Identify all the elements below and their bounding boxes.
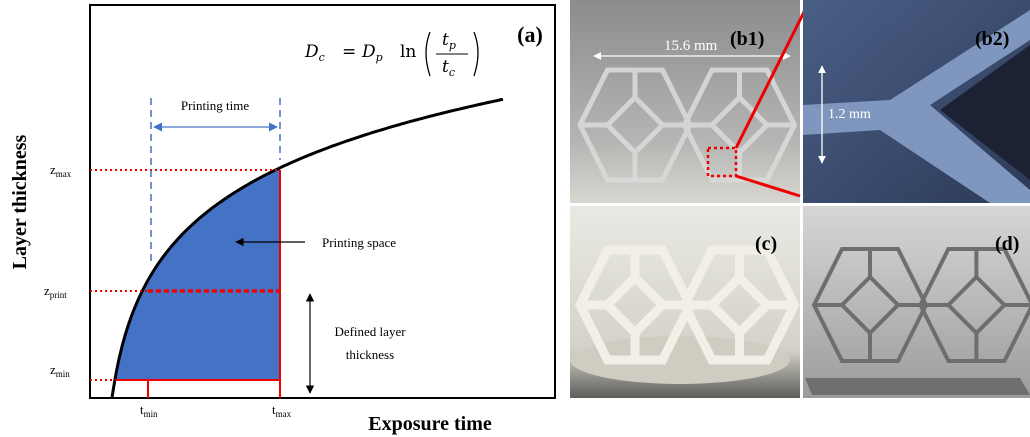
photo-c: (c) [570,206,800,398]
panel-label: (d) [995,233,1019,255]
panel-label: (c) [755,233,777,255]
tspan: D [304,42,319,62]
scale-label: 15.6 mm [664,38,718,54]
y-label: zmax [50,162,72,179]
tspan: min [56,369,71,379]
x-label: tmin [140,402,158,419]
eq-part: ln [400,42,416,62]
y-label: zmin [50,362,70,379]
scale-label: 1.2 mm [828,107,871,122]
printing-time-label: Printing time [181,98,249,113]
panel-label: (b2) [975,28,1009,50]
panel-label: (b1) [730,28,764,50]
panel-label: (a) [517,22,543,47]
figure: Printing time Printing space Defined lay… [0,0,1030,437]
tspan: c [449,66,455,79]
y-axis-title: Layer thickness [9,134,31,269]
defined-label: Defined layer [334,324,406,339]
y-label: zprint [44,283,67,300]
eq-part: = [342,42,356,62]
tspan: max [276,409,292,419]
tspan: max [56,169,72,179]
photo-b2: (b2) 1.2 mm [803,0,1030,203]
tspan: p [449,39,456,52]
defined-label: thickness [346,347,394,362]
printing-space-label: Printing space [322,235,396,250]
tspan: D [361,42,376,62]
tspan: c [319,51,325,64]
tspan: min [144,409,159,419]
photo-b1: (b1) 15.6 mm [570,0,810,203]
x-label: tmax [272,402,292,419]
panel-a: Printing time Printing space Defined lay… [9,5,555,435]
path [805,378,1030,395]
photo-d: (d) [803,206,1030,398]
x-axis-title: Exposure time [368,413,492,435]
tspan: p [376,51,383,64]
tspan: print [50,290,67,300]
